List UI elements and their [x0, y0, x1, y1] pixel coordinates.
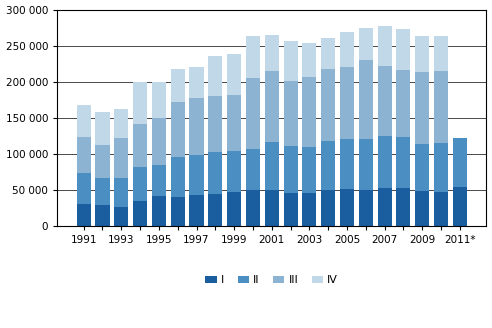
Legend: I, II, III, IV: I, II, III, IV [206, 276, 338, 285]
Bar [171, 197, 185, 226]
Bar [208, 96, 222, 153]
Bar [265, 190, 279, 226]
Bar [377, 136, 392, 188]
Bar [415, 36, 430, 72]
Bar [302, 193, 316, 226]
Bar [359, 190, 373, 226]
Bar [340, 32, 354, 67]
Bar [189, 67, 204, 97]
Bar [265, 35, 279, 71]
Bar [77, 204, 91, 226]
Bar [77, 137, 91, 173]
Bar [283, 146, 298, 193]
Bar [114, 207, 128, 226]
Bar [227, 151, 241, 192]
Bar [171, 157, 185, 197]
Bar [434, 143, 448, 192]
Bar [340, 67, 354, 139]
Bar [377, 26, 392, 66]
Bar [152, 196, 166, 226]
Bar [321, 38, 335, 69]
Bar [415, 72, 430, 144]
Bar [397, 188, 410, 226]
Bar [283, 41, 298, 81]
Bar [359, 28, 373, 60]
Bar [397, 70, 410, 137]
Bar [415, 191, 430, 226]
Bar [133, 201, 147, 226]
Bar [453, 187, 467, 226]
Bar [377, 66, 392, 136]
Bar [171, 70, 185, 102]
Bar [227, 192, 241, 226]
Bar [453, 138, 467, 187]
Bar [321, 69, 335, 141]
Bar [114, 109, 128, 138]
Bar [208, 194, 222, 226]
Bar [95, 145, 110, 178]
Bar [77, 173, 91, 204]
Bar [265, 142, 279, 190]
Bar [283, 193, 298, 226]
Bar [302, 147, 316, 193]
Bar [152, 118, 166, 165]
Bar [359, 139, 373, 190]
Bar [434, 71, 448, 143]
Bar [415, 144, 430, 191]
Bar [77, 105, 91, 137]
Bar [227, 95, 241, 151]
Bar [321, 141, 335, 190]
Bar [95, 205, 110, 226]
Bar [434, 36, 448, 71]
Bar [397, 137, 410, 188]
Bar [283, 81, 298, 146]
Bar [321, 190, 335, 226]
Bar [152, 82, 166, 118]
Bar [265, 71, 279, 142]
Bar [377, 188, 392, 226]
Bar [434, 192, 448, 226]
Bar [397, 29, 410, 70]
Bar [246, 36, 260, 78]
Bar [208, 153, 222, 194]
Bar [302, 77, 316, 147]
Bar [114, 178, 128, 207]
Bar [340, 189, 354, 226]
Bar [189, 97, 204, 155]
Bar [302, 43, 316, 77]
Bar [189, 195, 204, 226]
Bar [171, 102, 185, 157]
Bar [95, 112, 110, 145]
Bar [208, 56, 222, 96]
Bar [246, 149, 260, 190]
Bar [133, 167, 147, 201]
Bar [152, 165, 166, 196]
Bar [114, 138, 128, 178]
Bar [246, 78, 260, 149]
Bar [95, 178, 110, 205]
Bar [133, 124, 147, 167]
Bar [189, 155, 204, 195]
Bar [133, 82, 147, 124]
Bar [227, 53, 241, 95]
Bar [246, 190, 260, 226]
Bar [340, 139, 354, 189]
Bar [359, 60, 373, 139]
